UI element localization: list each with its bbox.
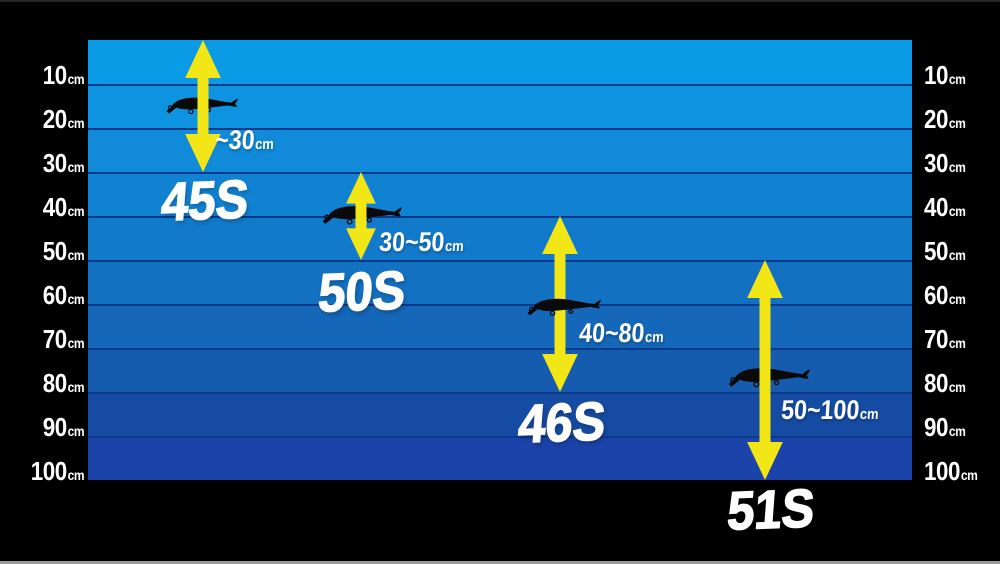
depth-tick-label: 20cm: [42, 104, 85, 139]
depth-tick-label: 50cm: [924, 236, 966, 271]
water-depth-band: [88, 304, 912, 348]
depth-tick-unit: cm: [67, 379, 84, 395]
depth-range-unit: cm: [254, 136, 275, 153]
water-depth-band: [88, 128, 912, 172]
depth-tick-value: 70: [924, 324, 949, 354]
depth-tick-value: 70: [42, 324, 67, 354]
depth-tick-unit: cm: [960, 467, 978, 483]
depth-tick-unit: cm: [948, 335, 966, 351]
model-name-label: 45S: [159, 169, 252, 234]
depth-tick-unit: cm: [948, 291, 966, 307]
depth-tick-value: 100: [924, 456, 961, 486]
depth-tick-label: 80cm: [42, 368, 85, 403]
depth-range-label: 40~80cm: [578, 318, 665, 351]
depth-tick-label: 10cm: [924, 60, 966, 95]
depth-range-value: 40~80: [578, 318, 646, 348]
depth-tick-value: 30: [42, 148, 67, 178]
depth-tick-label: 90cm: [924, 412, 966, 447]
depth-tick-value: 90: [924, 412, 949, 442]
depth-tick-value: 10: [924, 60, 949, 90]
depth-tick-value: 80: [42, 368, 67, 398]
depth-tick-unit: cm: [948, 379, 966, 395]
top-edge-line: [0, 0, 1000, 2]
depth-tick-value: 20: [42, 104, 67, 134]
model-name-label: 46S: [516, 391, 609, 456]
depth-range-value: 50~100: [780, 395, 861, 425]
depth-tick-value: 60: [42, 280, 67, 310]
water-depth-band: [88, 172, 912, 216]
depth-range-value: 30~50: [378, 227, 446, 257]
model-name-label: 51S: [725, 478, 818, 543]
depth-tick-value: 50: [42, 236, 67, 266]
depth-tick-unit: cm: [948, 159, 966, 175]
depth-tick-value: 30: [924, 148, 949, 178]
depth-range-unit: cm: [859, 406, 880, 423]
depth-tick-value: 90: [42, 412, 67, 442]
double-arrow-icon: [185, 40, 221, 172]
water-depth-band: [88, 40, 912, 84]
depth-range-label: ~30cm: [214, 125, 275, 158]
double-arrow-icon: [747, 260, 783, 480]
model-name-label: 50S: [316, 260, 409, 325]
depth-tick-label: 50cm: [42, 236, 85, 271]
depth-scale-left: 10cm 20cm 30cm 40cm 50cm 60cm 70cm 80cm 90cm 100c…: [0, 0, 85, 564]
depth-tick-label: 10cm: [42, 60, 85, 95]
depth-range-value: ~30: [214, 125, 256, 155]
depth-tick-unit: cm: [948, 115, 966, 131]
depth-range-label: 30~50cm: [378, 227, 465, 260]
water-depth-band: [88, 216, 912, 260]
depth-tick-value: 40: [924, 192, 949, 222]
lure-silhouette-icon: [527, 299, 601, 317]
depth-tick-value: 10: [42, 60, 67, 90]
depth-tick-label: 40cm: [924, 192, 966, 227]
depth-tick-label: 40cm: [42, 192, 85, 227]
water-depth-band: [88, 392, 912, 436]
bottom-edge-line: [0, 561, 1000, 564]
depth-tick-unit: cm: [948, 71, 966, 87]
depth-tick-unit: cm: [67, 247, 84, 263]
depth-tick-unit: cm: [67, 291, 84, 307]
depth-tick-unit: cm: [948, 423, 966, 439]
depth-tick-value: 50: [924, 236, 949, 266]
depth-tick-unit: cm: [67, 115, 84, 131]
water-depth-band: [88, 84, 912, 128]
double-arrow-icon: [346, 172, 376, 260]
depth-tick-label: 30cm: [42, 148, 85, 183]
depth-tick-label: 70cm: [42, 324, 85, 359]
depth-tick-unit: cm: [67, 335, 84, 351]
depth-tick-unit: cm: [948, 203, 966, 219]
depth-tick-label: 100cm: [30, 456, 85, 491]
lure-silhouette-icon: [728, 368, 810, 388]
depth-scale-right: 10cm 20cm 30cm 40cm 50cm 60cm 70cm 80cm 90cm 100c…: [924, 0, 1000, 564]
depth-tick-value: 100: [30, 456, 67, 486]
depth-tick-label: 20cm: [924, 104, 966, 139]
water-area: [88, 40, 912, 480]
depth-tick-value: 20: [924, 104, 949, 134]
depth-tick-label: 60cm: [924, 280, 966, 315]
depth-tick-label: 30cm: [924, 148, 966, 183]
depth-range-unit: cm: [644, 329, 665, 346]
depth-tick-label: 60cm: [42, 280, 85, 315]
depth-tick-unit: cm: [67, 159, 84, 175]
depth-tick-label: 90cm: [42, 412, 85, 447]
depth-tick-unit: cm: [67, 423, 84, 439]
depth-range-unit: cm: [444, 238, 465, 255]
depth-tick-label: 80cm: [924, 368, 966, 403]
depth-tick-unit: cm: [67, 71, 84, 87]
depth-tick-unit: cm: [948, 247, 966, 263]
depth-tick-unit: cm: [67, 203, 84, 219]
depth-range-label: 50~100cm: [780, 395, 880, 428]
depth-tick-value: 60: [924, 280, 949, 310]
depth-tick-label: 100cm: [924, 456, 978, 491]
depth-tick-label: 70cm: [924, 324, 966, 359]
depth-tick-unit: cm: [67, 467, 84, 483]
depth-tick-value: 40: [42, 192, 67, 222]
depth-tick-value: 80: [924, 368, 949, 398]
